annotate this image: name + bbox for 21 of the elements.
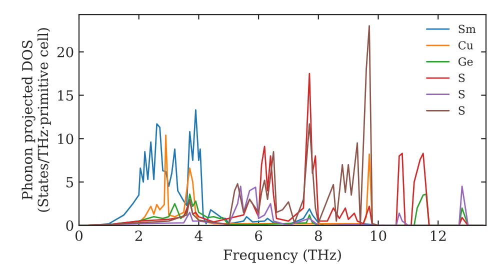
y-tick-label: 5 [66,177,74,188]
x-tick-label: 2 [135,230,142,241]
x-tick-label: 4 [194,230,202,241]
x-tick-label: 12 [430,230,446,241]
y-tick-label: 15 [58,90,74,101]
legend-label: S [458,106,465,115]
x-axis-title: Frequency (THz) [224,249,341,263]
y-tick-label: 20 [57,46,74,58]
x-tick-label: 0 [75,230,82,242]
legend-label: S [458,90,465,98]
x-tick-label: 6 [255,230,262,242]
y-axis-title: Phonon projected DOS (States/THz·primitive cell) [22,28,51,212]
legend-label: Cu [458,41,474,50]
x-tick-label: 10 [371,230,386,242]
y-tick-label: 10 [58,134,74,144]
x-tick-label: 8 [314,230,322,242]
line-series [79,25,484,226]
y-tick-label: 0 [66,220,74,231]
legend-label: Ge [458,57,473,66]
legend-label: Sm [458,24,476,34]
legend-label: S [458,74,465,82]
